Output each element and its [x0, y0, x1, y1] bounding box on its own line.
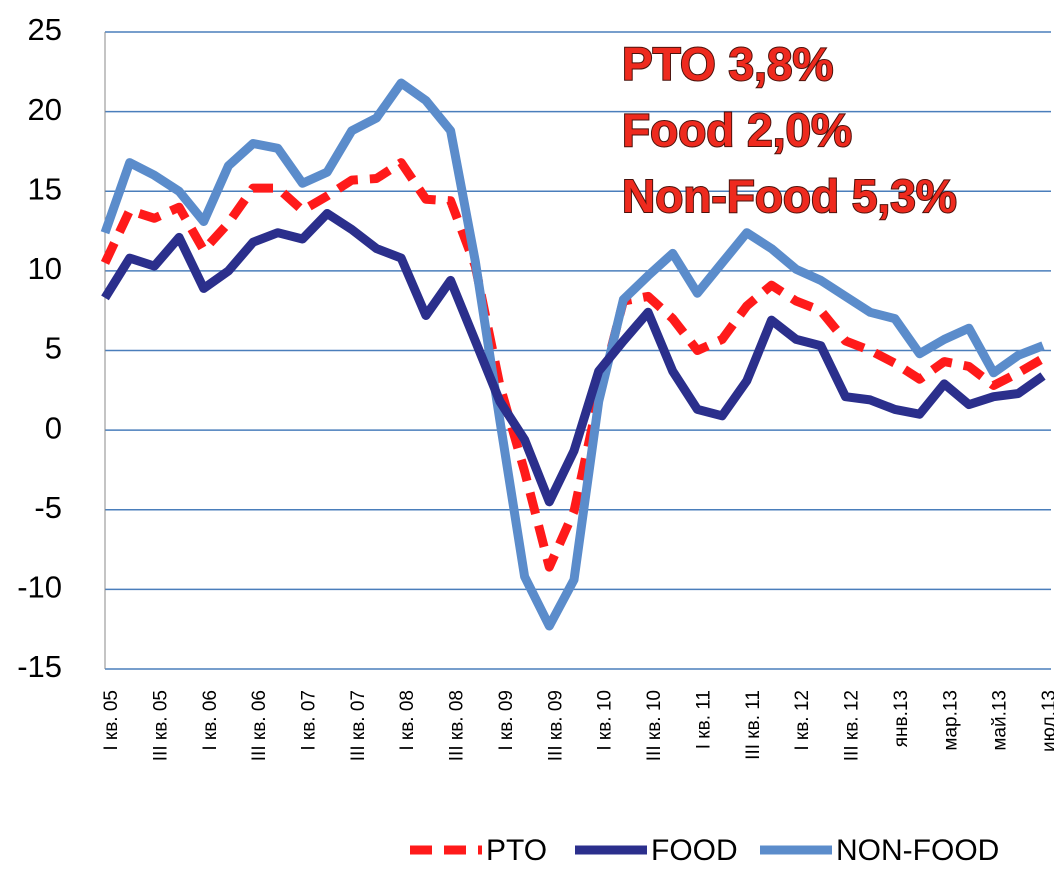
x-tick-label: I кв. 08 — [397, 690, 418, 751]
chart: -15 -10 -5 0 5 10 15 20 25 I кв. 05 III кв. 05 I кв… — [0, 0, 1054, 871]
x-tick-label: I кв. 07 — [298, 690, 319, 751]
x-tick-label: III кв. 11 — [743, 690, 764, 760]
series-line — [105, 163, 1043, 567]
y-tick-label: 10 — [28, 251, 62, 286]
x-tick-label: III кв. 10 — [644, 690, 665, 761]
legend-label: NON-FOOD — [836, 834, 999, 867]
x-tick-label: I кв. 11 — [693, 690, 714, 749]
y-tick-label: 25 — [28, 12, 62, 47]
x-tick-label: I кв. 09 — [496, 690, 517, 751]
legend-label: FOOD — [651, 834, 738, 867]
x-tick-label: III кв. 08 — [447, 690, 468, 761]
y-tick-label: 20 — [28, 92, 62, 127]
annotation: Non-Food 5,3% — [622, 170, 957, 222]
x-tick-label: III кв. 09 — [545, 690, 566, 761]
y-tick-label: -15 — [17, 649, 62, 684]
x-tick-label: июл.13 — [1039, 690, 1054, 752]
y-tick-label: 0 — [45, 410, 62, 445]
y-tick-label: 15 — [28, 171, 62, 206]
x-tick-label: I кв. 05 — [101, 690, 122, 751]
annotation: PTO 3,8% — [622, 38, 833, 90]
x-tick-label: I кв. 12 — [792, 690, 813, 751]
x-tick-label: III кв. 12 — [842, 690, 863, 761]
annotation: Food 2,0% — [622, 104, 852, 156]
x-tick-label: III кв. 05 — [150, 690, 171, 761]
x-tick-label: III кв. 06 — [249, 690, 270, 761]
x-tick-label: май.13 — [990, 690, 1011, 751]
y-tick-label: -5 — [34, 490, 62, 525]
x-tick-label: янв.13 — [891, 690, 912, 747]
x-tick-label: I кв. 10 — [595, 690, 616, 751]
x-tick-label: I кв. 06 — [200, 690, 221, 751]
legend-label: PTO — [486, 834, 547, 867]
y-tick-label: 5 — [45, 331, 62, 366]
series-line — [105, 83, 1043, 626]
x-tick-label: мар.13 — [940, 690, 961, 751]
x-tick-label: III кв. 07 — [348, 690, 369, 761]
series-line — [105, 214, 1043, 502]
y-tick-label: -10 — [17, 570, 62, 605]
